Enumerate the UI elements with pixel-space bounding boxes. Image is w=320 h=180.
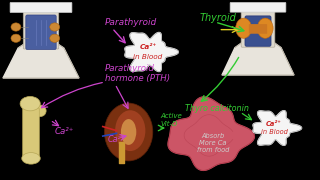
FancyBboxPatch shape xyxy=(241,8,275,47)
FancyBboxPatch shape xyxy=(230,3,286,12)
Text: Ca²⁺: Ca²⁺ xyxy=(266,121,282,127)
Ellipse shape xyxy=(34,105,46,117)
Text: hormone (PTH): hormone (PTH) xyxy=(105,73,170,82)
Text: Parathyroid: Parathyroid xyxy=(105,17,157,26)
Ellipse shape xyxy=(121,119,136,145)
Ellipse shape xyxy=(11,23,21,31)
FancyBboxPatch shape xyxy=(10,3,72,12)
Ellipse shape xyxy=(50,34,60,42)
Ellipse shape xyxy=(236,18,252,38)
Ellipse shape xyxy=(50,23,60,31)
Text: Ca²⁺: Ca²⁺ xyxy=(108,136,126,145)
Ellipse shape xyxy=(22,153,40,164)
FancyBboxPatch shape xyxy=(245,16,271,46)
Text: Parathyroid: Parathyroid xyxy=(105,64,155,73)
Ellipse shape xyxy=(115,110,145,151)
Polygon shape xyxy=(168,97,254,170)
FancyBboxPatch shape xyxy=(26,15,56,50)
Text: Absorb
More Ca
from food: Absorb More Ca from food xyxy=(197,132,229,154)
Text: Thyro calcitonin: Thyro calcitonin xyxy=(185,103,249,112)
Polygon shape xyxy=(222,40,294,75)
Polygon shape xyxy=(125,33,178,71)
Text: in Blood: in Blood xyxy=(260,129,287,135)
Text: Ca²⁺: Ca²⁺ xyxy=(55,127,74,136)
Ellipse shape xyxy=(257,18,273,38)
FancyBboxPatch shape xyxy=(23,6,59,49)
Text: in Blood: in Blood xyxy=(133,54,163,60)
FancyBboxPatch shape xyxy=(249,24,267,34)
Polygon shape xyxy=(3,40,79,78)
Polygon shape xyxy=(253,111,302,145)
FancyBboxPatch shape xyxy=(23,107,39,158)
Text: Thyroid: Thyroid xyxy=(200,13,237,23)
Text: Ca²⁺: Ca²⁺ xyxy=(140,44,156,50)
Ellipse shape xyxy=(104,103,153,161)
Ellipse shape xyxy=(20,96,40,111)
Ellipse shape xyxy=(11,34,21,42)
Text: Active
Vit-D: Active Vit-D xyxy=(160,113,182,127)
